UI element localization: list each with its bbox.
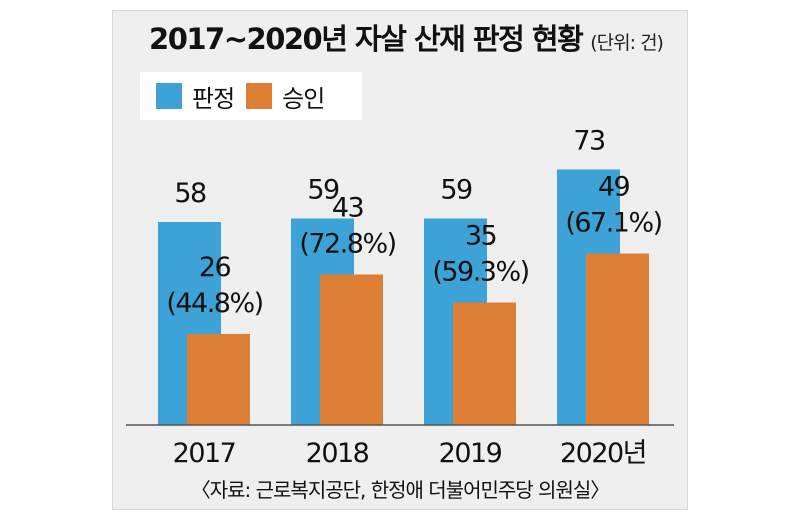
rate-label-approval-2017: (44.8%) (166, 288, 262, 319)
bar-approval-2017 (187, 334, 250, 425)
x-tick-label-2018: 2018 (306, 438, 369, 469)
legend-label-judgment: 판정 (192, 84, 235, 113)
legend-swatch-judgment (156, 83, 182, 109)
value-label-approval-2020년: 49 (598, 172, 630, 203)
x-tick-label-2019: 2019 (439, 438, 502, 469)
chart-title: 2017~2020년 자살 산재 판정 현황 (149, 22, 584, 56)
title-row: 2017~2020년 자살 산재 판정 현황 (단위: 건) (126, 16, 686, 68)
rate-label-approval-2018: (72.8%) (299, 229, 395, 260)
legend-item-approval: 승인 (246, 79, 325, 114)
x-tick-label-2020년: 2020년 (560, 438, 646, 469)
value-label-judgment-2018: 59 (307, 175, 339, 206)
bar-approval-2018 (320, 274, 383, 425)
rate-label-approval-2020년: (67.1%) (565, 208, 661, 239)
legend-swatch-approval (246, 83, 273, 109)
x-tick-label-2017: 2017 (173, 438, 236, 469)
legend: 판정 승인 (140, 72, 362, 120)
value-label-judgment-2020년: 73 (573, 126, 605, 157)
rate-label-approval-2019: (59.3%) (432, 257, 528, 288)
legend-item-judgment: 판정 (156, 79, 235, 114)
value-label-judgment-2019: 59 (440, 175, 472, 206)
unit-label: (단위: 건) (590, 32, 664, 54)
bar-approval-2019 (453, 302, 516, 425)
value-label-approval-2018: 43 (332, 193, 364, 224)
legend-label-approval: 승인 (282, 84, 325, 113)
value-label-approval-2017: 26 (199, 252, 231, 283)
bar-approval-2020년 (586, 253, 649, 425)
source-note: 〈자료: 근로복지공단, 한정애 더불어민주당 의원실〉 (190, 478, 611, 502)
value-label-judgment-2017: 58 (174, 178, 206, 209)
value-label-approval-2019: 35 (465, 221, 496, 252)
